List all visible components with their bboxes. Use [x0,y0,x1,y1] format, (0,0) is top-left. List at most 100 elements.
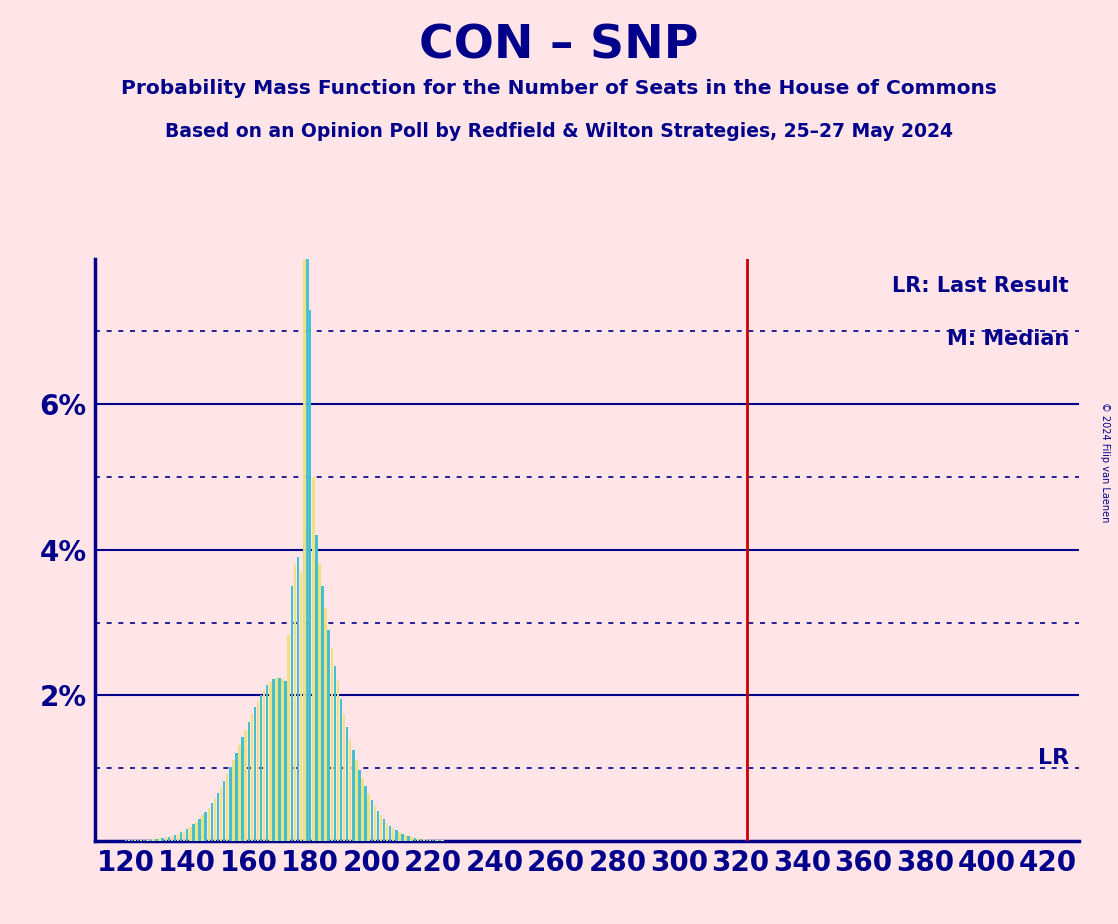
Bar [343,713,345,841]
Bar [382,820,386,841]
Bar [352,750,354,841]
Bar [395,831,398,841]
Text: LR: LR [1038,748,1069,768]
Text: LR: Last Result: LR: Last Result [892,276,1069,297]
Bar [250,714,253,841]
Bar [309,310,312,841]
Bar [377,811,379,841]
Bar [312,477,314,841]
Bar [426,840,428,841]
Bar [315,535,318,841]
Bar [364,786,367,841]
Text: Based on an Opinion Poll by Redfield & Wilton Strategies, 25–27 May 2024: Based on an Opinion Poll by Redfield & W… [165,122,953,141]
Bar [149,840,152,841]
Bar [152,839,154,841]
Text: Probability Mass Function for the Number of Seats in the House of Commons: Probability Mass Function for the Number… [121,79,997,98]
Bar [180,833,182,841]
Bar [269,682,272,841]
Bar [337,681,339,841]
Bar [161,838,164,841]
Text: CON – SNP: CON – SNP [419,23,699,68]
Bar [192,824,195,841]
Bar [254,708,256,841]
Bar [287,635,290,841]
Bar [331,648,333,841]
Bar [333,666,337,841]
Bar [282,679,284,841]
Bar [266,686,268,841]
Bar [186,829,189,841]
Bar [226,774,228,841]
Bar [146,840,149,841]
Bar [401,833,404,841]
Bar [272,679,275,841]
Bar [257,700,259,841]
Bar [306,528,309,841]
Bar [235,753,238,841]
Bar [296,557,300,841]
Bar [278,678,281,841]
Bar [210,803,214,841]
Bar [405,835,407,841]
Bar [368,794,370,841]
Text: © 2024 Filip van Laenen: © 2024 Filip van Laenen [1100,402,1109,522]
Bar [419,839,423,841]
Bar [229,768,231,841]
Bar [205,811,207,841]
Bar [423,839,425,841]
Bar [407,836,410,841]
Bar [410,837,413,841]
Bar [241,737,244,841]
Bar [414,838,416,841]
Bar [303,542,305,841]
Bar [370,800,373,841]
Bar [183,831,186,841]
Bar [214,798,216,841]
Bar [380,815,382,841]
Bar [263,689,265,841]
Bar [168,836,170,841]
Bar [349,739,351,841]
Bar [247,722,250,841]
Bar [328,630,330,841]
Bar [275,678,277,841]
Bar [392,828,395,841]
Bar [361,778,363,841]
Bar [198,819,201,841]
Bar [417,838,419,841]
Bar [217,793,219,841]
Bar [300,572,302,841]
Bar [238,745,240,841]
Bar [164,837,167,841]
Bar [201,815,203,841]
Bar [220,787,222,841]
Bar [321,586,324,841]
Text: M: Median: M: Median [947,329,1069,348]
Bar [345,726,349,841]
Bar [389,826,391,841]
Bar [358,770,361,841]
Bar [373,806,376,841]
Bar [233,760,235,841]
Bar [189,827,191,841]
Bar [171,835,173,841]
Bar [222,781,226,841]
Bar [196,821,198,841]
Bar [294,565,296,841]
Bar [429,840,432,841]
Bar [319,565,321,841]
Bar [356,760,358,841]
Bar [284,681,287,841]
Bar [291,586,293,841]
Bar [340,699,342,841]
Bar [386,822,388,841]
Bar [398,833,400,841]
Bar [173,834,177,841]
Bar [155,839,158,841]
Bar [245,730,247,841]
Bar [177,833,179,841]
Bar [259,695,263,841]
Bar [159,838,161,841]
Bar [208,808,210,841]
Bar [324,608,326,841]
